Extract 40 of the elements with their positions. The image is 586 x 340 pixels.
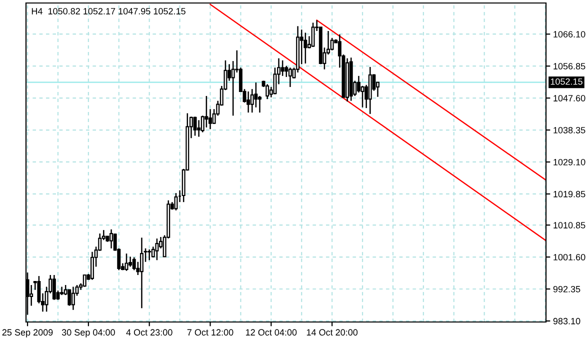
- candlestick: [193, 116, 197, 136]
- candlestick: [148, 248, 152, 261]
- y-tick-label: 1029.10: [554, 158, 586, 166]
- x-tick-label: 7 Oct 12:00: [187, 329, 234, 336]
- x-tick-label: 30 Sep 04:00: [62, 329, 115, 338]
- candlestick: [124, 252, 128, 272]
- candlestick: [71, 286, 75, 311]
- y-tick-label: 1019.85: [554, 190, 586, 198]
- candlestick: [304, 32, 308, 64]
- x-tick-label: 14 Oct 20:00: [306, 329, 358, 336]
- y-tick-label: 1056.85: [554, 63, 586, 70]
- candlestick: [68, 289, 72, 306]
- candlestick: [174, 192, 178, 211]
- candlestick: [52, 274, 56, 301]
- candlestick: [128, 256, 132, 268]
- chart-title: H4 1050.82 1052.17 1047.95 1052.15: [32, 8, 186, 14]
- candlestick: [266, 84, 270, 100]
- x-tick-label: 25 Sep 2009: [2, 329, 53, 338]
- candlestick: [197, 120, 201, 138]
- candlestick: [155, 238, 159, 261]
- candlestick: [132, 256, 136, 271]
- y-tick-label: 983.10: [553, 318, 580, 324]
- candlestick: [280, 60, 284, 77]
- candlestick: [60, 286, 64, 296]
- candlestick: [288, 67, 292, 88]
- y-tick-label: 992.35: [553, 286, 580, 292]
- candlestick: [246, 90, 250, 114]
- y-tick-label: 1066.10: [554, 31, 586, 38]
- candlestick: [311, 22, 315, 48]
- y-tick-label: 1001.60: [554, 254, 586, 260]
- y-tick-label: 1010.85: [554, 222, 586, 228]
- candlestick: [110, 228, 114, 250]
- ref-line-label: 1052.15: [550, 78, 582, 85]
- candlestick: [258, 95, 262, 114]
- x-tick-label: 12 Oct 04:00: [246, 329, 297, 336]
- candlestick: [140, 237, 144, 309]
- y-tick-label: 1047.60: [554, 95, 586, 102]
- x-tick-label: 4 Oct 23:00: [126, 329, 172, 336]
- candlestick: [204, 95, 208, 128]
- y-tick-label: 1038.35: [554, 126, 586, 134]
